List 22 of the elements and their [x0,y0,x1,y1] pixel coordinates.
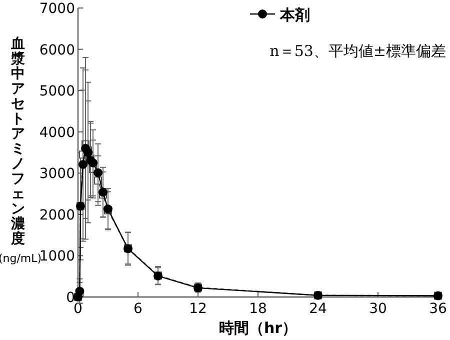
y-tick-label: 4000 [39,124,75,141]
annotation: n＝53、平均値±標準偏差 [270,42,446,60]
x-tick-label: 24 [309,301,327,317]
point [94,168,102,178]
y-tick-label: 0 [66,290,75,306]
legend-label: 本剤 [279,6,310,24]
y-tick-label: 5000 [39,84,75,100]
legend: 本剤 [250,6,310,24]
y-tick-label: 2000 [39,207,75,224]
point [88,158,98,168]
x-tick-label: 12 [189,301,207,317]
y-tick-label: 6000 [39,42,75,58]
x-axis-title: 時間（hr） [218,319,298,337]
point [98,188,108,197]
y-tick-label: 1000 [39,248,75,265]
point [84,148,92,157]
y-tick-label: 3000 [39,166,75,182]
x-tick-label: 30 [369,301,387,317]
x-tick-label: 6 [134,301,143,317]
x-tick-label: 36 [429,301,447,317]
x-tick-label: 18 [249,301,267,317]
y-tick-label: 7000 [39,1,75,17]
